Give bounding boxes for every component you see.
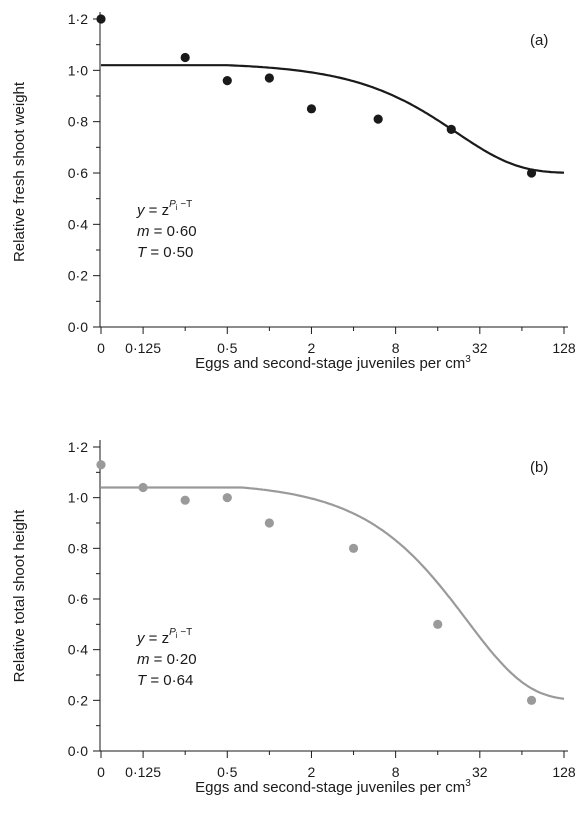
- panel-b-data-point: [264, 518, 274, 528]
- panel-a-fit-curve: [101, 64, 565, 174]
- panel-a-x-tick-label: 0·5: [217, 340, 237, 356]
- panel-b-y-tick-label: 0·4: [68, 642, 88, 658]
- panel-b-fit-curve: [101, 486, 565, 700]
- panel-b-y-axis-title: Relative total shoot height: [11, 509, 28, 682]
- panel-b-label: (b): [530, 459, 548, 476]
- panel-a-y-tick-label: 0·4: [68, 216, 88, 232]
- panel-b-y-tick-label: 0·2: [68, 692, 88, 708]
- panel-b-x-axis-title: Eggs and second-stage juveniles per cm3: [195, 778, 471, 796]
- panel-b-x-ticks: 0 0·125 0·5 2 8 32 128: [97, 751, 576, 780]
- panel-b: 0·0 0·2 0·4 0·6 0·8 1·0 1·2 0 0·125 0·5 2 8 32 128 (…: [11, 439, 576, 796]
- panel-b-x-tick-label: 128: [552, 764, 576, 780]
- panel-a-axes: [99, 12, 568, 328]
- panel-b-y-tick-label: 0·0: [68, 743, 88, 759]
- panel-b-data-point: [138, 482, 148, 493]
- panel-a-data-point: [222, 76, 232, 86]
- panel-b-y-tick-label: 1·0: [68, 490, 88, 506]
- panel-b-x-tick-label: 8: [392, 764, 400, 780]
- panel-b-data-point: [526, 695, 537, 705]
- panel-b-data-point: [180, 495, 190, 505]
- panel-a-x-tick-label: 8: [392, 340, 400, 356]
- panel-a-x-tick-label: 128: [552, 340, 576, 356]
- panel-b-data-point: [96, 460, 106, 470]
- panel-a-points: [96, 14, 537, 178]
- panel-b-y-tick-label: 1·2: [68, 439, 88, 455]
- panel-a-y-tick-label: 0·6: [68, 165, 88, 181]
- panel-a-y-tick-label: 1·2: [68, 11, 88, 27]
- panel-a-x-tick-label: 0: [97, 340, 105, 356]
- panel-b-data-point: [348, 543, 359, 553]
- panel-a-y-tick-label: 0·8: [68, 114, 88, 130]
- panel-a-y-tick-label: 0·0: [68, 319, 88, 335]
- panel-b-y-ticks: 0·0 0·2 0·4 0·6 0·8 1·0 1·2: [68, 439, 100, 759]
- panel-a-data-point: [373, 114, 383, 124]
- panel-b-axes: [99, 440, 568, 752]
- panel-a-x-axis-title-main: Eggs and second-stage juveniles per cm: [195, 355, 465, 372]
- panel-b-points: [96, 460, 537, 705]
- panel-b-annotation-line2: m = 0·20: [137, 651, 197, 668]
- panel-b-x-axis-title-main: Eggs and second-stage juveniles per cm: [195, 779, 465, 796]
- panel-b-x-tick-label: 32: [472, 764, 488, 780]
- panel-b-y-tick-label: 0·8: [68, 540, 88, 556]
- panel-b-x-tick-label: 0·125: [125, 764, 161, 780]
- panel-a-data-point: [180, 52, 190, 63]
- panel-a-annotation-line2: m = 0·60: [137, 223, 197, 240]
- panel-a-y-axis-title: Relative fresh shoot weight: [11, 81, 28, 262]
- panel-a-x-tick-label: 2: [308, 340, 316, 356]
- panel-a-label: (a): [530, 32, 548, 49]
- panel-a-y-ticks: 0·0 0·2 0·4 0·6 0·8 1·0 1·2: [68, 11, 100, 335]
- panel-a-data-point: [446, 124, 456, 134]
- panel-a-annotation-line3: T = 0·50: [137, 244, 193, 261]
- panel-a-x-tick-label: 0·125: [125, 340, 161, 356]
- panel-b-annotation: y = zPi −T m = 0·20 T = 0·64: [136, 627, 197, 689]
- panel-a-x-tick-label: 32: [472, 340, 488, 356]
- panel-a: 0·0 0·2 0·4 0·6 0·8 1·0 1·2 0 0·125 0·5 2 8 32 128 (…: [11, 11, 576, 372]
- panel-b-x-tick-label: 0·5: [217, 764, 237, 780]
- panel-a-x-ticks: 0 0·125 0·5 2 8 32 128: [97, 327, 576, 356]
- panel-a-data-point: [306, 104, 317, 114]
- panel-b-data-point: [433, 619, 443, 629]
- panel-b-y-tick-label: 0·6: [68, 591, 88, 607]
- panel-b-x-axis-title-sup: 3: [465, 778, 471, 789]
- panel-a-x-axis-title: Eggs and second-stage juveniles per cm3: [195, 354, 471, 372]
- panel-a-data-point: [96, 14, 106, 24]
- panel-b-x-tick-label: 0: [97, 764, 105, 780]
- panel-b-annotation-line1: y = zPi −T: [136, 627, 192, 647]
- panel-a-data-point: [264, 73, 274, 83]
- panel-a-y-tick-label: 0·2: [68, 268, 88, 284]
- panel-b-x-tick-label: 2: [308, 764, 316, 780]
- panel-a-annotation: y = zPi −T m = 0·60 T = 0·50: [136, 199, 197, 261]
- panel-a-data-point: [526, 168, 537, 178]
- panel-a-y-tick-label: 1·0: [68, 62, 88, 78]
- panel-b-annotation-line3: T = 0·64: [137, 672, 193, 689]
- panel-a-annotation-line1: y = zPi −T: [136, 199, 192, 219]
- panel-b-data-point: [222, 493, 232, 503]
- panel-a-x-axis-title-sup: 3: [465, 354, 471, 365]
